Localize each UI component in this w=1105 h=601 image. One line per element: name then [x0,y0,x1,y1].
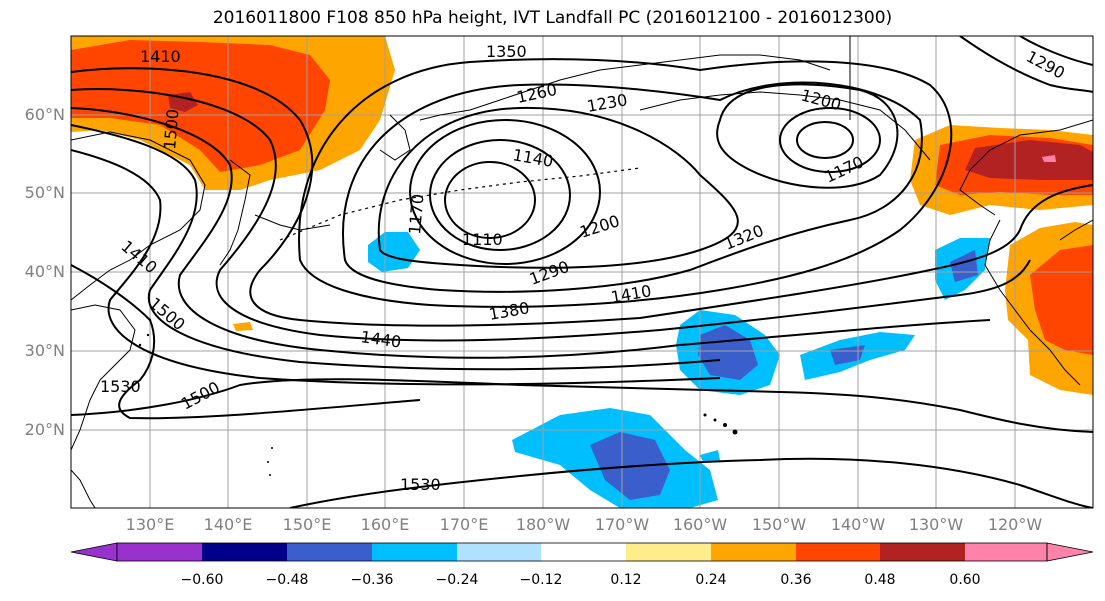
lon-label: 180°W [515,515,571,534]
height-contours [71,36,1093,508]
colorbar-tick: 0.36 [780,572,812,588]
contour-label: 1110 [462,230,503,249]
colorbar [70,542,1094,562]
lon-label: 150°W [751,515,807,534]
lon-label: 130°W [908,515,964,534]
colorbar-tick: −0.36 [350,572,394,588]
lon-label: 150°E [282,515,332,534]
coastlines [71,36,1093,508]
lon-label: 160°E [360,515,410,534]
lat-label: 30°N [24,341,65,360]
map-frame [70,35,1094,509]
map-plot: 1410 1350 1290 1260 1230 1200 1170 1140 … [71,36,1093,508]
dateline-islands [279,167,641,241]
contour-label: 1500 [160,108,182,150]
contour-label: 1530 [100,377,141,396]
contour-label: 1350 [486,42,527,61]
lon-label: 170°W [594,515,650,534]
colorbar-tick: 0.12 [610,572,642,588]
colorbar-tick: −0.12 [519,572,563,588]
colorbar-tick: 0.48 [864,572,896,588]
lat-label: 50°N [24,183,65,202]
lon-label: 140°E [203,515,253,534]
contour-label: 1170 [405,193,427,235]
colorbar-tick: 0.60 [949,572,981,588]
lon-label: 130°E [125,515,175,534]
lon-label: 120°W [987,515,1043,534]
colorbar-tick: −0.24 [435,572,479,588]
lat-label: 20°N [24,420,65,439]
lat-label: 40°N [24,262,65,281]
lon-label: 140°W [830,515,886,534]
lat-label: 60°N [24,105,65,124]
map-title: 2016011800 F108 850 hPa height, IVT Land… [212,8,893,28]
contour-label: 1530 [400,475,441,494]
colorbar-tick: −0.48 [265,572,309,588]
negative-shading [368,232,990,508]
lon-label: 160°W [672,515,728,534]
lon-label: 170°E [439,515,489,534]
colorbar-tick: 0.24 [695,572,727,588]
colorbar-tick: −0.60 [180,572,224,588]
contour-label: 1410 [140,47,181,66]
